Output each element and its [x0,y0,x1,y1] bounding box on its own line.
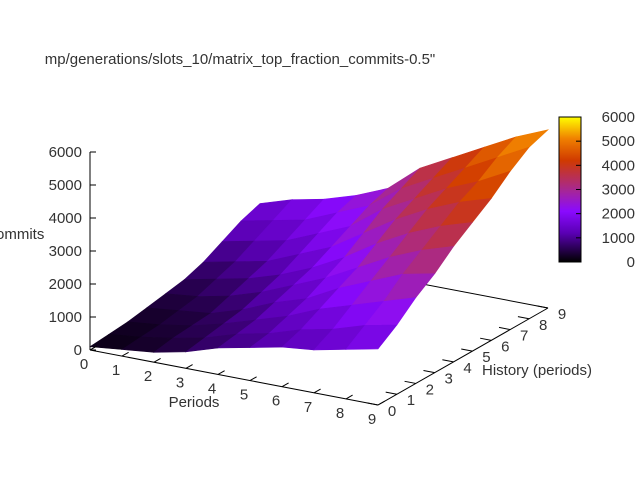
colorbar-tick-label: 6000 [602,109,635,126]
y-tick-label: 5 [482,349,490,366]
z-axis-label: ommits [0,226,44,243]
colorbar-tick-label: 2000 [602,206,635,223]
colorbar-tick-label: 0 [627,254,635,271]
x-tick [281,382,289,388]
colorbar-ticks: 0 1000 2000 3000 4000 5000 6000 [576,109,635,271]
y-tick-label: 4 [463,360,471,377]
x-tick-label: 8 [336,405,344,422]
y-tick-label: 1 [407,392,415,409]
y-tick-label: 9 [558,306,566,323]
z-tick-label: 0 [74,342,82,359]
y-tick [517,316,530,320]
x-axis-label: Periods [169,394,220,411]
y-tick-label: 3 [444,371,452,388]
y-tick-label: 2 [426,381,434,398]
x-tick [121,351,129,357]
z-tick-label: 5000 [49,177,82,194]
x-tick [377,400,385,406]
z-tick-label: 1000 [49,309,82,326]
y-tick [536,305,549,309]
x-tick-label: 9 [368,411,376,428]
x-tick-label: 4 [208,380,216,397]
y-axis-label: History (periods) [482,362,592,379]
y-tick-label: 0 [388,403,396,420]
z-tick-label: 3000 [49,243,82,260]
x-tick-label: 3 [176,374,184,391]
y-tick [385,391,397,395]
y-tick-label: 8 [539,317,547,334]
colorbar: 0 1000 2000 3000 4000 5000 6000 [558,109,635,271]
x-tick [217,370,225,375]
y-tick [423,370,435,374]
y-tick [366,402,379,406]
z-tick-label: 4000 [49,210,82,227]
surface [89,129,550,353]
chart-title: mp/generations/slots_10/matrix_top_fract… [45,51,436,68]
x-tick-label: 5 [240,387,248,404]
x-tick-label: 0 [80,356,88,373]
y-tick-label: 6 [501,338,509,355]
x-tick-label: 2 [144,368,152,385]
x-tick-label: 6 [272,393,280,410]
x-tick-label: 7 [304,399,312,416]
x-tick [89,345,97,351]
x-axis-line [89,349,379,406]
colorbar-tick-label: 1000 [602,230,635,247]
y-tick-label: 7 [520,328,528,345]
x-tick [185,364,193,369]
colorbar-tick-label: 5000 [602,133,635,150]
y-tick [461,348,473,352]
y-tick [442,359,454,363]
x-tick [313,388,321,394]
x-tick-label: 1 [112,362,120,379]
colorbar-tick-label: 3000 [602,182,635,199]
x-tick [249,376,257,381]
y-tick [480,337,492,341]
z-tick-label: 6000 [49,144,82,161]
z-tick-label: 2000 [49,276,82,293]
y-tick [404,380,416,384]
x-tick [345,394,353,400]
surface-cell [345,324,398,350]
colorbar-tick-label: 4000 [602,157,635,174]
y-tick [498,326,511,331]
x-tick [153,358,161,363]
y-axis-line [377,307,549,406]
